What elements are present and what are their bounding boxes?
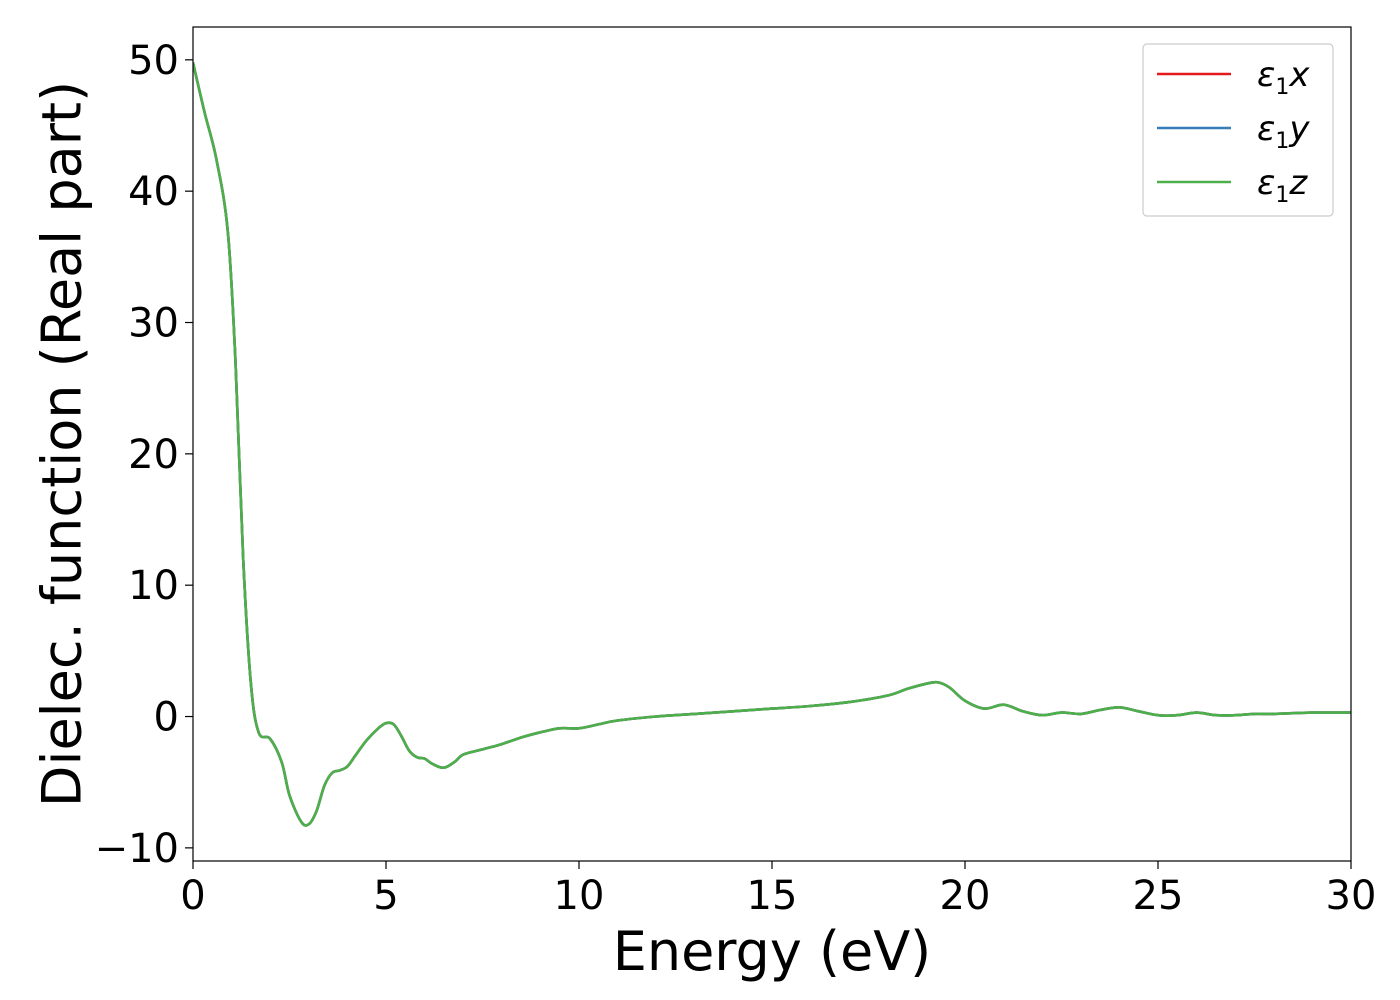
legend-axis: x [1288, 55, 1310, 95]
y-tick-label: −10 [95, 826, 179, 872]
series-layer [193, 62, 1351, 827]
y-tick-label: 50 [128, 38, 179, 84]
legend-symbol: ε [1257, 55, 1275, 95]
y-tick-label: 30 [128, 301, 179, 347]
legend-entry: ε1z [1257, 163, 1308, 208]
y-tick-label: 20 [128, 432, 179, 478]
y-tick-label: 0 [154, 695, 179, 741]
x-tick-label: 15 [747, 873, 798, 919]
legend-axis: y [1288, 109, 1310, 149]
legend-subscript: 1 [1275, 75, 1289, 100]
y-axis-title: Dielec. function (Real part) [31, 81, 94, 807]
legend-box [1142, 43, 1334, 217]
x-tick-label: 10 [554, 873, 605, 919]
x-tick-label: 5 [373, 873, 398, 919]
legend-subscript: 1 [1275, 183, 1289, 208]
legend-symbol: ε [1257, 163, 1275, 203]
y-tick-label: 40 [128, 169, 179, 215]
legend-subscript: 1 [1275, 129, 1289, 154]
legend-axis: z [1288, 163, 1308, 203]
legend-entry: ε1y [1257, 109, 1310, 154]
y-tick-label: 10 [128, 563, 179, 609]
y-axis-ticks: −10 0 10 20 30 40 50 [95, 38, 193, 872]
legend-entry: ε1x [1257, 55, 1310, 100]
x-tick-label: 0 [180, 873, 205, 919]
x-axis-ticks: 0 5 10 15 20 25 30 [180, 861, 1376, 919]
x-tick-label: 20 [940, 873, 991, 919]
x-tick-label: 30 [1326, 873, 1377, 919]
series-line-z [193, 62, 1351, 827]
x-tick-label: 25 [1133, 873, 1184, 919]
x-axis-title: Energy (eV) [613, 920, 932, 983]
legend-symbol: ε [1257, 109, 1275, 149]
